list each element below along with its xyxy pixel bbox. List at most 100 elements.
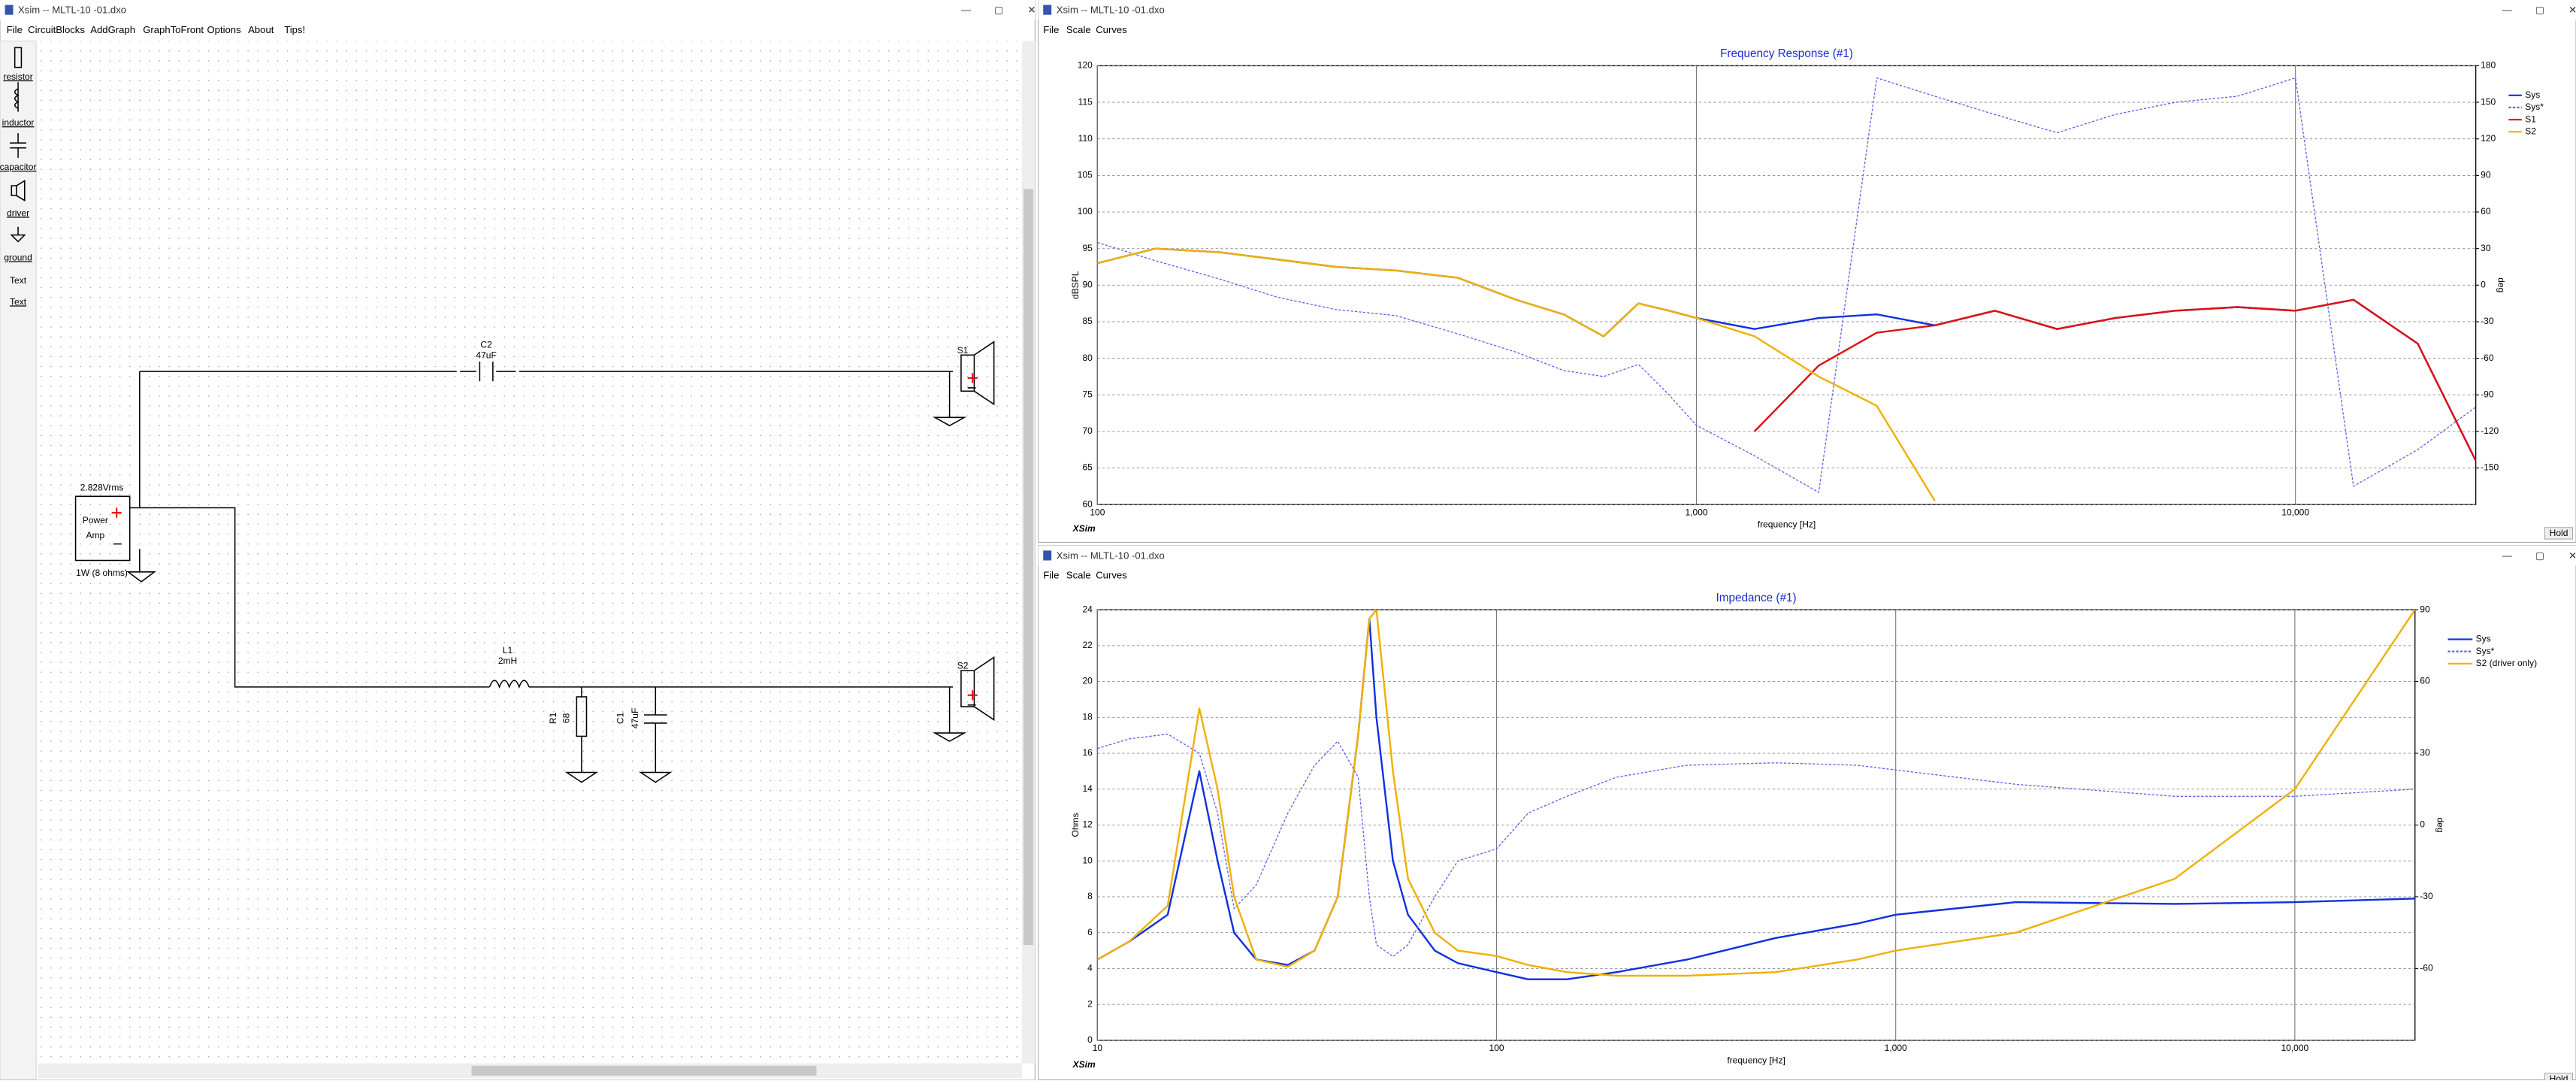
app-icon bbox=[5, 5, 14, 15]
component-label: Power bbox=[83, 515, 108, 525]
toolbox-icons bbox=[10, 47, 26, 243]
y-tick-label: 0 bbox=[1087, 1034, 1093, 1045]
menu-item[interactable]: File bbox=[7, 24, 23, 35]
y-tick-label: 24 bbox=[1082, 604, 1093, 614]
x-tick-label: 100 bbox=[1090, 507, 1105, 517]
series-line bbox=[1097, 617, 2415, 980]
title-bar bbox=[1038, 0, 2576, 20]
window-button[interactable]: ▢ bbox=[2535, 550, 2544, 562]
y-tick-label: 18 bbox=[1082, 711, 1093, 722]
y2-axis-label: deg bbox=[2435, 817, 2445, 832]
x-tick-label: 10 bbox=[1093, 1043, 1103, 1053]
x-tick-label: 100 bbox=[1489, 1043, 1504, 1053]
title-bar bbox=[0, 0, 1036, 20]
menu-item[interactable]: Scale bbox=[1066, 570, 1091, 581]
window-title: Xsim -- MLTL-10 -01.dxo bbox=[1057, 5, 1165, 16]
window-button[interactable]: ✕ bbox=[1027, 5, 1036, 16]
y-tick-label: 2 bbox=[1087, 998, 1093, 1009]
hold-button[interactable] bbox=[2544, 527, 2574, 540]
y2-tick-label: -30 bbox=[2420, 891, 2433, 901]
menu-item[interactable]: Curves bbox=[1096, 570, 1127, 581]
menu-item[interactable]: AddGraph bbox=[90, 24, 135, 35]
window-button[interactable]: ▢ bbox=[2535, 5, 2544, 16]
window-title: Xsim -- MLTL-10 -01.dxo bbox=[18, 5, 126, 16]
tool-label[interactable]: driver bbox=[7, 207, 29, 218]
menu-item[interactable]: File bbox=[1043, 24, 1059, 35]
menu-item[interactable]: CircuitBlocks bbox=[28, 24, 85, 35]
legend-label: S1 bbox=[2525, 114, 2536, 124]
tool-label[interactable]: Text bbox=[10, 296, 27, 307]
y2-tick-label: 60 bbox=[2481, 206, 2491, 216]
menu-item[interactable]: About bbox=[248, 24, 274, 35]
x-tick-label: 1,000 bbox=[1685, 507, 1707, 517]
menu-item[interactable]: Curves bbox=[1096, 24, 1127, 35]
polarity bbox=[113, 387, 976, 706]
plot-area bbox=[1096, 65, 2477, 505]
tool-label[interactable]: capacitor bbox=[0, 162, 36, 172]
y2-tick-label: -30 bbox=[2481, 316, 2494, 326]
tool-label[interactable]: Text bbox=[10, 275, 27, 286]
window-button[interactable]: — bbox=[961, 5, 972, 16]
x-axis-label: frequency [Hz] bbox=[1727, 1055, 1785, 1065]
y2-tick-label: -150 bbox=[2481, 462, 2499, 473]
window-button[interactable]: ✕ bbox=[2568, 5, 2576, 16]
y2-tick-label: 60 bbox=[2420, 676, 2430, 686]
window-button[interactable]: — bbox=[2502, 550, 2513, 562]
component-label: 2mH bbox=[498, 656, 517, 666]
y-tick-label: 70 bbox=[1082, 425, 1093, 436]
hold-label[interactable]: Hold bbox=[2550, 528, 2568, 538]
y-tick-label: 95 bbox=[1082, 243, 1093, 253]
hold-label[interactable]: Hold bbox=[2550, 1073, 2568, 1084]
scroll-thumb[interactable] bbox=[471, 1065, 817, 1076]
component-label: C2 bbox=[480, 339, 492, 350]
series-line bbox=[1097, 733, 2415, 958]
window-button[interactable]: ▢ bbox=[994, 5, 1003, 16]
menu-item[interactable]: Options bbox=[207, 24, 241, 35]
tool-label[interactable]: ground bbox=[4, 252, 32, 262]
series-line bbox=[1097, 77, 2476, 493]
component-label: C1 bbox=[615, 712, 626, 724]
y-tick-label: 90 bbox=[1082, 279, 1093, 289]
menu-item[interactable]: Scale bbox=[1066, 24, 1091, 35]
y2-tick-label: -120 bbox=[2481, 425, 2499, 436]
y-tick-label: 6 bbox=[1087, 927, 1093, 937]
y-tick-label: 110 bbox=[1078, 133, 1093, 144]
menu-item[interactable]: GraphToFront bbox=[143, 24, 204, 35]
logo: XSim bbox=[1072, 1059, 1096, 1070]
series-line bbox=[1097, 247, 1936, 501]
component-label: S1 bbox=[957, 345, 969, 356]
y2-axis-label: deg bbox=[2496, 277, 2506, 292]
app-icon bbox=[1043, 5, 1052, 15]
x-tick-label: 10,000 bbox=[2281, 1043, 2308, 1053]
legend-label: Sys bbox=[2525, 89, 2540, 100]
y2-tick-label: 0 bbox=[2481, 279, 2486, 289]
y-tick-label: 120 bbox=[1078, 60, 1093, 71]
menu-item[interactable]: File bbox=[1043, 570, 1059, 581]
menu-item[interactable]: Tips! bbox=[284, 24, 305, 35]
y-tick-label: 100 bbox=[1078, 206, 1093, 216]
legend-label: Sys bbox=[2476, 634, 2491, 644]
window-button[interactable]: — bbox=[2502, 5, 2513, 16]
y-tick-label: 14 bbox=[1082, 783, 1093, 794]
x-tick-label: 1,000 bbox=[1885, 1043, 1907, 1053]
tool-label[interactable]: resistor bbox=[3, 71, 32, 82]
component-label: R1 bbox=[548, 712, 558, 724]
window-button[interactable]: ✕ bbox=[2568, 550, 2576, 562]
scroll-thumb[interactable] bbox=[1023, 189, 1034, 946]
legend-label: Sys* bbox=[2525, 101, 2544, 112]
y2-tick-label: 30 bbox=[2481, 243, 2491, 253]
legend-label: Sys* bbox=[2476, 646, 2495, 656]
tool-label[interactable]: inductor bbox=[2, 117, 35, 128]
component-label: L1 bbox=[503, 645, 513, 656]
y-tick-label: 12 bbox=[1082, 819, 1093, 830]
x-tick-label: 10,000 bbox=[2281, 507, 2309, 517]
legend-label: S2 (driver only) bbox=[2476, 658, 2537, 668]
y-tick-label: 115 bbox=[1078, 96, 1093, 107]
component-label: 47uF bbox=[476, 350, 496, 360]
component-label: 47uF bbox=[630, 708, 640, 728]
y2-tick-label: -60 bbox=[2481, 353, 2494, 363]
y-tick-label: 65 bbox=[1082, 462, 1093, 473]
polarity bbox=[111, 373, 978, 701]
